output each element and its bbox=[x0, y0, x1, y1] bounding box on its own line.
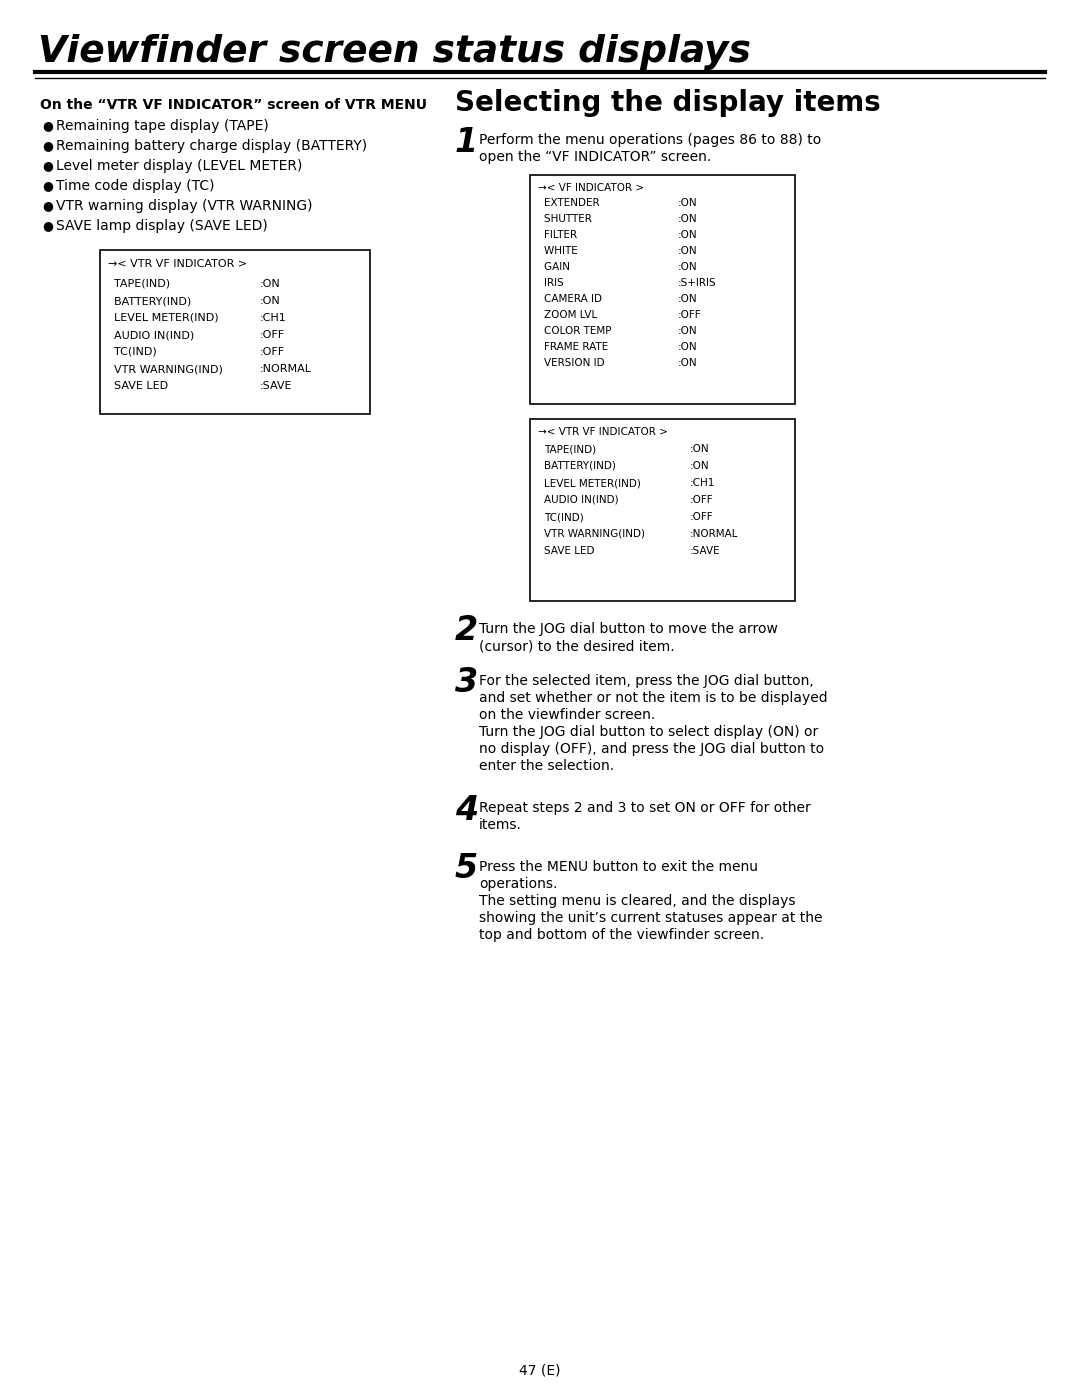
Text: Viewfinder screen status displays: Viewfinder screen status displays bbox=[38, 34, 751, 70]
Text: :ON: :ON bbox=[678, 214, 698, 224]
Text: :ON: :ON bbox=[678, 246, 698, 256]
Text: :OFF: :OFF bbox=[690, 495, 714, 504]
Bar bbox=[530, 175, 795, 404]
Text: ●: ● bbox=[42, 140, 53, 152]
Text: On the “VTR VF INDICATOR” screen of VTR MENU: On the “VTR VF INDICATOR” screen of VTR … bbox=[40, 98, 427, 112]
Text: VERSION ID: VERSION ID bbox=[544, 358, 608, 367]
Text: SHUTTER: SHUTTER bbox=[544, 214, 605, 224]
Text: :OFF: :OFF bbox=[690, 511, 714, 522]
Text: →< VF INDICATOR >: →< VF INDICATOR > bbox=[538, 183, 644, 193]
Text: :ON: :ON bbox=[678, 293, 698, 305]
Text: :ON: :ON bbox=[690, 444, 710, 454]
Text: The setting menu is cleared, and the displays: The setting menu is cleared, and the dis… bbox=[480, 894, 796, 908]
Text: ●: ● bbox=[42, 179, 53, 193]
Text: COLOR TEMP: COLOR TEMP bbox=[544, 326, 615, 337]
Text: :ON: :ON bbox=[678, 358, 698, 367]
Text: :S+IRIS: :S+IRIS bbox=[678, 278, 717, 288]
Text: 4: 4 bbox=[455, 793, 478, 827]
Text: LEVEL METER(IND): LEVEL METER(IND) bbox=[114, 313, 222, 323]
Text: :ON: :ON bbox=[260, 279, 281, 289]
Text: FRAME RATE: FRAME RATE bbox=[544, 342, 611, 352]
Text: (cursor) to the desired item.: (cursor) to the desired item. bbox=[480, 638, 675, 652]
Text: 5: 5 bbox=[455, 852, 478, 886]
Text: 2: 2 bbox=[455, 615, 478, 647]
Text: AUDIO IN(IND): AUDIO IN(IND) bbox=[544, 495, 632, 504]
Text: 47 (E): 47 (E) bbox=[519, 1363, 561, 1377]
Text: TAPE(IND): TAPE(IND) bbox=[114, 279, 198, 289]
Text: :ON: :ON bbox=[678, 198, 698, 208]
Bar bbox=[100, 250, 370, 414]
Text: and set whether or not the item is to be displayed: and set whether or not the item is to be… bbox=[480, 692, 827, 705]
Text: Remaining tape display (TAPE): Remaining tape display (TAPE) bbox=[56, 119, 269, 133]
Text: ●: ● bbox=[42, 219, 53, 232]
Text: Press the MENU button to exit the menu: Press the MENU button to exit the menu bbox=[480, 861, 758, 875]
Text: Remaining battery charge display (BATTERY): Remaining battery charge display (BATTER… bbox=[56, 138, 367, 154]
Text: ●: ● bbox=[42, 200, 53, 212]
Text: no display (OFF), and press the JOG dial button to: no display (OFF), and press the JOG dial… bbox=[480, 742, 824, 756]
Text: Repeat steps 2 and 3 to set ON or OFF for other: Repeat steps 2 and 3 to set ON or OFF fo… bbox=[480, 800, 811, 814]
Text: VTR warning display (VTR WARNING): VTR warning display (VTR WARNING) bbox=[56, 198, 312, 212]
Text: :NORMAL: :NORMAL bbox=[260, 365, 312, 374]
Text: 3: 3 bbox=[455, 666, 478, 700]
Text: TC(IND): TC(IND) bbox=[114, 346, 192, 358]
Text: CAMERA ID: CAMERA ID bbox=[544, 293, 608, 305]
Text: Level meter display (LEVEL METER): Level meter display (LEVEL METER) bbox=[56, 159, 302, 173]
Text: :SAVE: :SAVE bbox=[260, 381, 293, 391]
Text: GAIN: GAIN bbox=[544, 263, 593, 272]
Text: Turn the JOG dial button to select display (ON) or: Turn the JOG dial button to select displ… bbox=[480, 725, 819, 739]
Text: VTR WARNING(IND): VTR WARNING(IND) bbox=[544, 529, 648, 539]
Text: :SAVE: :SAVE bbox=[690, 546, 720, 556]
Text: :NORMAL: :NORMAL bbox=[690, 529, 739, 539]
Text: on the viewfinder screen.: on the viewfinder screen. bbox=[480, 708, 656, 722]
Text: SAVE LED: SAVE LED bbox=[544, 546, 624, 556]
Text: TC(IND): TC(IND) bbox=[544, 511, 617, 522]
Text: top and bottom of the viewfinder screen.: top and bottom of the viewfinder screen. bbox=[480, 928, 765, 942]
Text: LEVEL METER(IND): LEVEL METER(IND) bbox=[544, 478, 644, 488]
Text: showing the unit’s current statuses appear at the: showing the unit’s current statuses appe… bbox=[480, 911, 823, 925]
Text: ZOOM LVL: ZOOM LVL bbox=[544, 310, 607, 320]
Text: ●: ● bbox=[42, 159, 53, 172]
Text: :ON: :ON bbox=[678, 263, 698, 272]
Text: :CH1: :CH1 bbox=[260, 313, 287, 323]
Text: Perform the menu operations (pages 86 to 88) to: Perform the menu operations (pages 86 to… bbox=[480, 133, 821, 147]
Text: BATTERY(IND): BATTERY(IND) bbox=[114, 296, 208, 306]
Text: :OFF: :OFF bbox=[678, 310, 702, 320]
Text: :ON: :ON bbox=[678, 231, 698, 240]
Text: For the selected item, press the JOG dial button,: For the selected item, press the JOG dia… bbox=[480, 673, 813, 687]
Text: TAPE(IND): TAPE(IND) bbox=[544, 444, 622, 454]
Text: EXTENDER: EXTENDER bbox=[544, 198, 609, 208]
Text: :CH1: :CH1 bbox=[690, 478, 715, 488]
Bar bbox=[530, 419, 795, 601]
Text: :ON: :ON bbox=[690, 461, 710, 471]
Text: :ON: :ON bbox=[260, 296, 281, 306]
Text: →< VTR VF INDICATOR >: →< VTR VF INDICATOR > bbox=[108, 258, 247, 270]
Text: enter the selection.: enter the selection. bbox=[480, 759, 615, 773]
Text: :OFF: :OFF bbox=[260, 330, 285, 339]
Text: BATTERY(IND): BATTERY(IND) bbox=[544, 461, 632, 471]
Text: open the “VF INDICATOR” screen.: open the “VF INDICATOR” screen. bbox=[480, 149, 712, 163]
Text: Turn the JOG dial button to move the arrow: Turn the JOG dial button to move the arr… bbox=[480, 622, 778, 636]
Text: →< VTR VF INDICATOR >: →< VTR VF INDICATOR > bbox=[538, 427, 667, 437]
Text: AUDIO IN(IND): AUDIO IN(IND) bbox=[114, 330, 208, 339]
Text: 1: 1 bbox=[455, 126, 478, 158]
Text: :OFF: :OFF bbox=[260, 346, 285, 358]
Text: IRIS: IRIS bbox=[544, 278, 586, 288]
Text: Time code display (TC): Time code display (TC) bbox=[56, 179, 215, 193]
Text: WHITE: WHITE bbox=[544, 246, 597, 256]
Text: ●: ● bbox=[42, 120, 53, 133]
Text: items.: items. bbox=[480, 819, 522, 833]
Text: operations.: operations. bbox=[480, 877, 557, 891]
Text: :ON: :ON bbox=[678, 342, 698, 352]
Text: VTR WARNING(IND): VTR WARNING(IND) bbox=[114, 365, 227, 374]
Text: Selecting the display items: Selecting the display items bbox=[455, 89, 881, 117]
Text: FILTER: FILTER bbox=[544, 231, 593, 240]
Text: :ON: :ON bbox=[678, 326, 698, 337]
Text: SAVE lamp display (SAVE LED): SAVE lamp display (SAVE LED) bbox=[56, 219, 268, 233]
Text: SAVE LED: SAVE LED bbox=[114, 381, 200, 391]
